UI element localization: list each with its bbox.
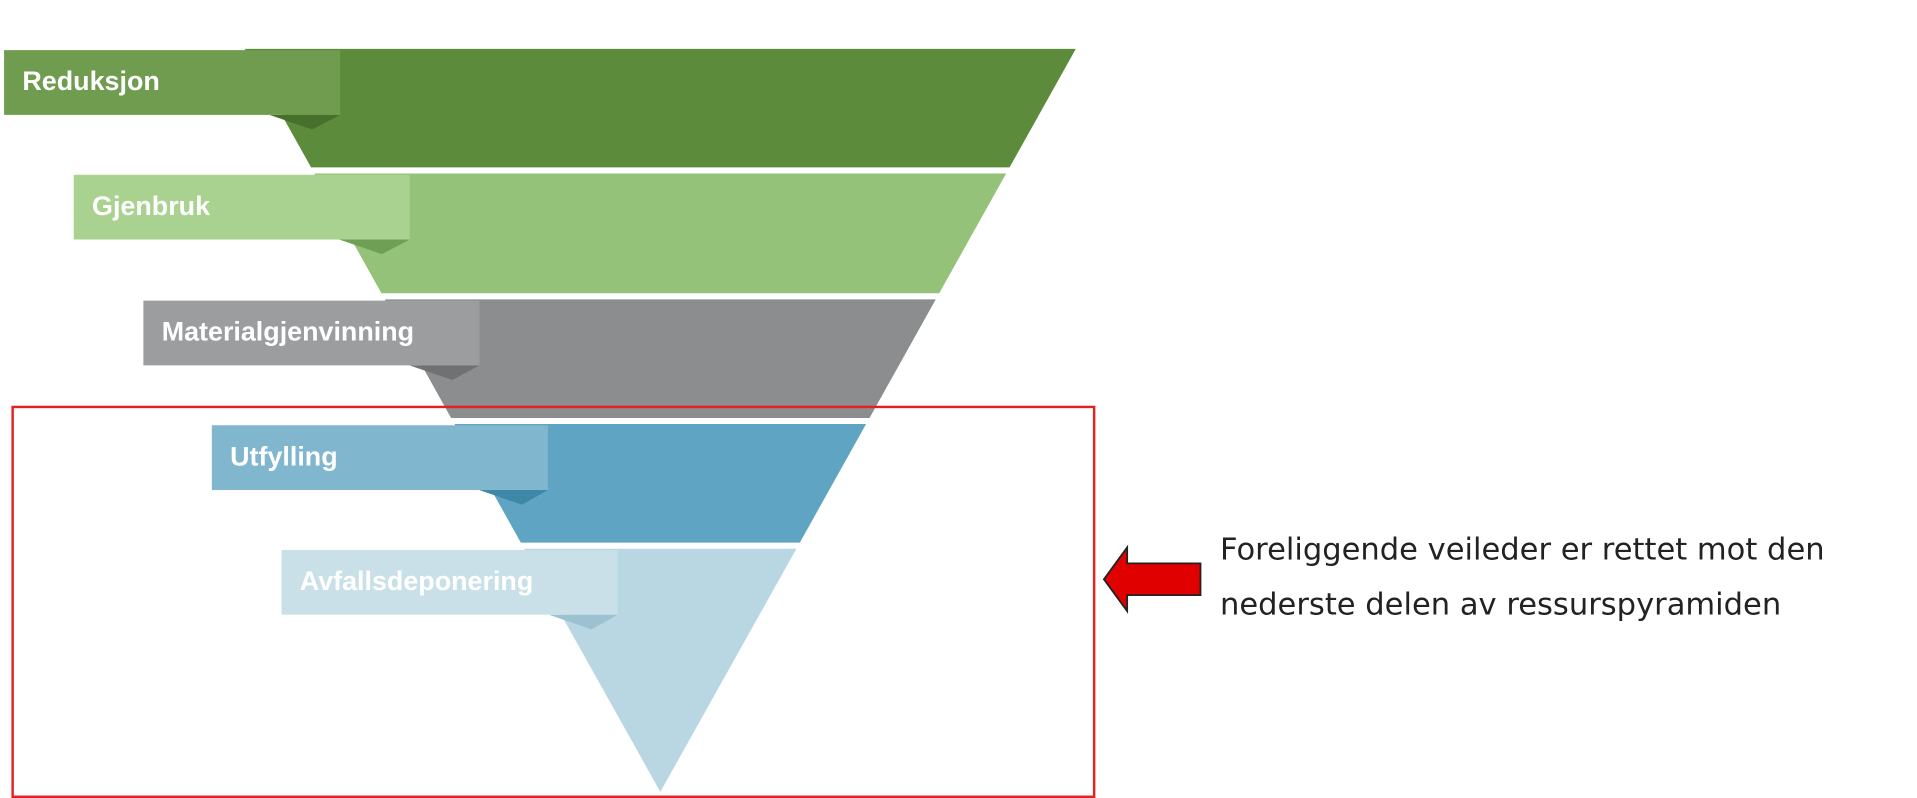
level-label: Gjenbruk: [92, 191, 210, 221]
caption-line: nederste delen av ressurspyramiden: [1220, 588, 1781, 623]
level-band: [245, 49, 1076, 168]
caption-line: Foreliggende veileder er rettet mot den: [1220, 533, 1825, 568]
page: {"levels": [ {"label": "Reduksjon"}, {"l…: [0, 0, 1917, 798]
diagram: Reduksjon Gjenbruk Materialgjenvinning Utfy…: [0, 0, 1917, 798]
level-label: Materialgjenvinning: [162, 317, 414, 347]
level-band: [315, 174, 1007, 294]
pyramid: Reduksjon Gjenbruk Materialgjenvinning Utfy…: [4, 49, 1076, 792]
level-label: Avfallsdeponering: [300, 566, 533, 596]
level-label: Utfylling: [230, 441, 338, 471]
level-label: Reduksjon: [22, 66, 159, 96]
arrow: [1104, 547, 1201, 611]
